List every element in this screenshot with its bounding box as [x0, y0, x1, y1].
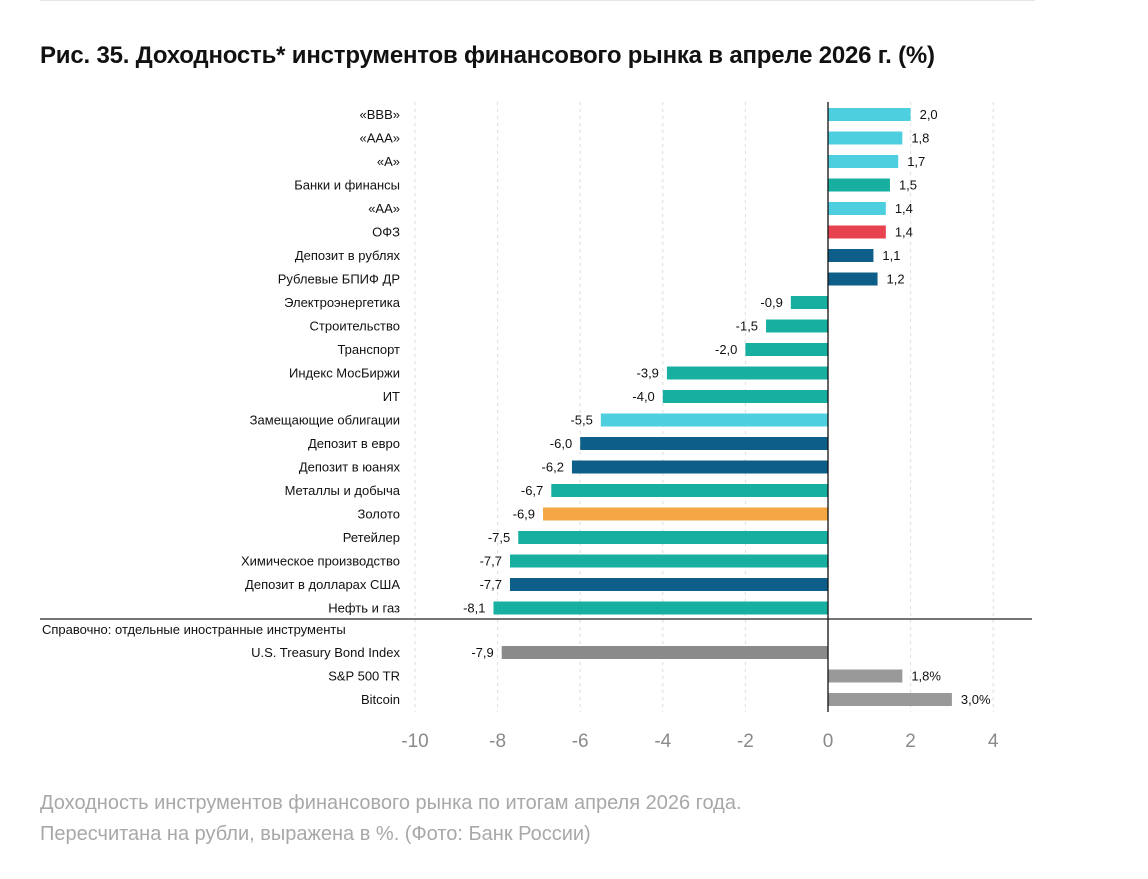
reference-category-label: U.S. Treasury Bond Index: [251, 645, 400, 660]
main-category-label: Нефть и газ: [328, 601, 400, 616]
main-bar: [571, 460, 828, 474]
main-category-label: ИТ: [383, 389, 400, 404]
reference-data-label: -7,9: [471, 645, 493, 660]
main-category-label: «AA»: [368, 201, 400, 216]
main-category-label: Строительство: [310, 319, 400, 334]
main-category-label: «BBB»: [360, 107, 400, 122]
main-data-label: 1,8: [911, 131, 929, 146]
figure-caption: Доходность инструментов финансового рынк…: [40, 788, 1040, 850]
main-data-label: 1,2: [887, 272, 905, 287]
main-data-label: -0,9: [760, 295, 782, 310]
caption-line-1: Доходность инструментов финансового рынк…: [40, 792, 742, 814]
main-category-label: «A»: [377, 154, 400, 169]
main-bar: [790, 296, 828, 309]
reference-data-label: 1,8%: [911, 669, 941, 684]
main-bar: [828, 178, 890, 192]
x-tick-label: 4: [988, 731, 999, 752]
main-category-label: Транспорт: [337, 342, 400, 357]
main-bar: [493, 601, 828, 615]
main-category-label: Рублевые БПИФ ДР: [278, 272, 400, 287]
main-data-label: 1,7: [907, 154, 925, 169]
main-data-label: -2,0: [715, 342, 737, 357]
main-bar: [828, 131, 903, 145]
x-tick-label: -8: [489, 731, 506, 752]
main-category-label: Металлы и добыча: [285, 483, 401, 498]
main-category-label: «AAA»: [360, 131, 400, 146]
main-data-label: -8,1: [463, 601, 485, 616]
main-data-label: -7,5: [488, 530, 510, 545]
chart-title: Рис. 35. Доходность* инструментов финанс…: [40, 42, 935, 69]
top-divider: [40, 0, 1035, 1]
main-data-label: -5,5: [570, 413, 592, 428]
main-bar: [543, 507, 828, 521]
main-data-label: -4,0: [632, 389, 654, 404]
main-data-label: -7,7: [480, 554, 502, 569]
main-category-label: Депозит в юанях: [299, 460, 401, 475]
main-bar: [766, 319, 828, 333]
bar-chart: «BBB» 2,0 «AAA» 1,8 «A» 1,7 Банки и финансы 1,5…: [40, 102, 1032, 752]
x-tick-label: -10: [401, 731, 428, 752]
main-bar: [828, 202, 886, 215]
main-bar: [828, 108, 911, 121]
main-bar: [551, 484, 828, 497]
main-bar: [580, 437, 828, 450]
x-tick-label: 0: [823, 731, 834, 752]
main-bar: [828, 155, 899, 168]
main-category-label: ОФЗ: [372, 225, 400, 240]
main-bar: [509, 554, 828, 568]
main-data-label: -6,2: [542, 460, 564, 475]
reference-category-label: S&P 500 TR: [328, 669, 400, 684]
main-category-label: Депозит в рублях: [295, 248, 401, 263]
main-category-label: Индекс МосБиржи: [289, 366, 400, 381]
main-category-label: Ретейлер: [343, 530, 400, 545]
main-bar: [600, 413, 828, 427]
main-data-label: 1,5: [899, 178, 917, 193]
main-bar: [518, 531, 828, 544]
x-tick-label: -4: [654, 731, 671, 752]
reference-data-label: 3,0%: [961, 692, 991, 707]
x-tick-label: -6: [572, 731, 589, 752]
main-data-label: -6,7: [521, 483, 543, 498]
main-bar: [828, 249, 874, 262]
reference-bar: [828, 693, 952, 706]
x-tick-label: -2: [737, 731, 754, 752]
main-category-label: Банки и финансы: [294, 178, 400, 193]
main-category-label: Химическое производство: [241, 554, 400, 569]
main-data-label: -1,5: [736, 319, 758, 334]
main-bar: [828, 225, 886, 239]
main-data-label: 1,1: [882, 248, 900, 263]
main-data-label: 1,4: [895, 225, 913, 240]
main-data-label: -6,0: [550, 436, 572, 451]
x-tick-label: 2: [905, 731, 916, 752]
main-data-label: -3,9: [637, 366, 659, 381]
main-bar: [745, 343, 828, 356]
caption-line-2: Пересчитана на рубли, выражена в %. (Фот…: [40, 823, 591, 845]
main-bar: [662, 390, 828, 403]
main-data-label: 1,4: [895, 201, 913, 216]
main-data-label: -7,7: [480, 577, 502, 592]
main-bar: [828, 272, 878, 286]
main-bar: [666, 366, 828, 380]
main-category-label: Замещающие облигации: [250, 413, 400, 428]
main-bar: [509, 578, 828, 591]
reference-bar: [828, 669, 903, 683]
reference-category-label: Bitcoin: [361, 692, 400, 707]
main-category-label: Депозит в евро: [308, 436, 400, 451]
main-category-label: Электроэнергетика: [284, 295, 401, 310]
main-data-label: -6,9: [513, 507, 535, 522]
main-data-label: 2,0: [920, 107, 938, 122]
main-category-label: Золото: [357, 507, 400, 522]
reference-bar: [501, 646, 828, 659]
reference-heading: Справочно: отдельные иностранные инструм…: [42, 622, 346, 637]
main-category-label: Депозит в долларах США: [245, 577, 400, 592]
